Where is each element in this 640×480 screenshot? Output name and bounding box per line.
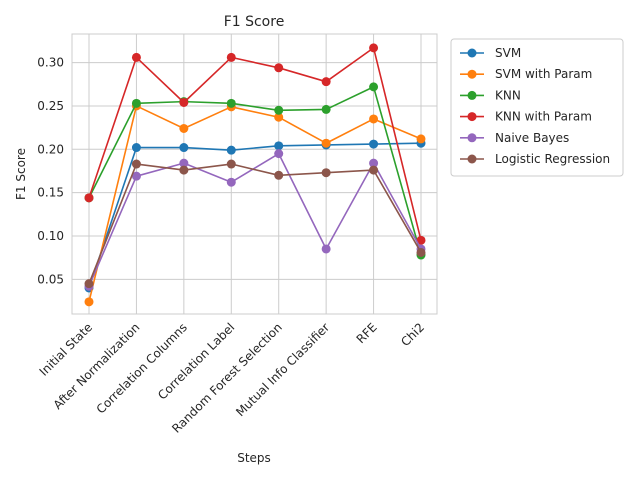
- series-line: [88, 152, 422, 287]
- legend-label: Naive Bayes: [495, 131, 569, 145]
- y-tick-label: 0.10: [37, 229, 64, 243]
- series-line: [88, 142, 422, 289]
- legend-entry: KNN with Param: [460, 110, 592, 124]
- legend-swatch-marker: [467, 69, 477, 79]
- series-logistic-regression: [84, 159, 426, 289]
- y-axis-label: F1 Score: [14, 148, 28, 200]
- chart-title: F1 Score: [224, 14, 285, 30]
- data-point: [179, 123, 189, 133]
- y-tick-label: 0.15: [37, 186, 64, 200]
- data-point: [369, 139, 379, 149]
- data-point: [321, 244, 331, 254]
- data-point: [226, 159, 236, 169]
- legend-swatch-marker: [467, 133, 477, 143]
- series-knn: [84, 82, 426, 260]
- data-point: [131, 171, 141, 181]
- y-tick-label: 0.30: [37, 56, 64, 70]
- data-point: [274, 170, 284, 180]
- data-point: [369, 114, 379, 124]
- legend-label: SVM with Param: [495, 67, 592, 81]
- y-tick-label: 0.05: [37, 272, 64, 286]
- legend-swatch-marker: [467, 112, 477, 122]
- legend-entry: SVM with Param: [460, 67, 592, 81]
- data-point: [369, 165, 379, 175]
- legend-swatch-marker: [467, 48, 477, 58]
- data-point: [416, 235, 426, 245]
- legend-swatch-marker: [467, 154, 477, 164]
- series-knn-with-param: [84, 43, 426, 245]
- data-point: [321, 77, 331, 87]
- data-point: [369, 43, 379, 53]
- legend-label: SVM: [495, 46, 521, 60]
- y-axis-ticks: 0.05 0.10 0.15 0.20 0.25 0.30: [37, 56, 64, 287]
- legend-swatch-marker: [467, 90, 477, 100]
- data-point: [131, 159, 141, 169]
- data-point: [416, 247, 426, 257]
- data-point: [416, 134, 426, 144]
- data-point: [274, 63, 284, 73]
- data-point: [226, 98, 236, 108]
- series-line: [88, 86, 422, 256]
- data-point: [179, 158, 189, 168]
- data-point: [321, 104, 331, 114]
- data-point: [84, 297, 94, 307]
- legend-box: [450, 38, 624, 177]
- data-point: [274, 105, 284, 115]
- data-point: [84, 193, 94, 203]
- series-naive-bayes: [84, 149, 426, 291]
- data-point: [131, 143, 141, 153]
- data-point: [131, 98, 141, 108]
- data-point: [131, 52, 141, 62]
- legend-label: KNN: [495, 88, 521, 102]
- y-tick-label: 0.25: [37, 99, 64, 113]
- data-point: [369, 158, 379, 168]
- data-point: [84, 279, 94, 289]
- legend-entry: KNN: [460, 88, 521, 102]
- legend-label: KNN with Param: [495, 110, 592, 124]
- data-point: [274, 141, 284, 151]
- x-axis-label: Steps: [237, 451, 271, 465]
- data-point: [321, 168, 331, 178]
- series-layer: [84, 43, 426, 307]
- data-point: [226, 52, 236, 62]
- y-tick-label: 0.20: [37, 142, 64, 156]
- data-point: [179, 97, 189, 107]
- data-point: [369, 82, 379, 92]
- data-point: [274, 112, 284, 122]
- series-line: [88, 163, 422, 284]
- data-point: [321, 138, 331, 148]
- legend-entry: SVM: [460, 46, 521, 60]
- series-line: [88, 47, 422, 241]
- data-point: [226, 177, 236, 187]
- legend-entry: Naive Bayes: [460, 131, 569, 145]
- data-point: [274, 149, 284, 159]
- data-point: [226, 145, 236, 155]
- legend-entry: Logistic Regression: [460, 152, 610, 166]
- legend-label: Logistic Regression: [495, 152, 610, 166]
- legend: SVM SVM with Param KNN KNN with Param Naive …: [450, 38, 624, 177]
- data-point: [179, 165, 189, 175]
- series-line: [88, 105, 422, 303]
- data-point: [179, 143, 189, 153]
